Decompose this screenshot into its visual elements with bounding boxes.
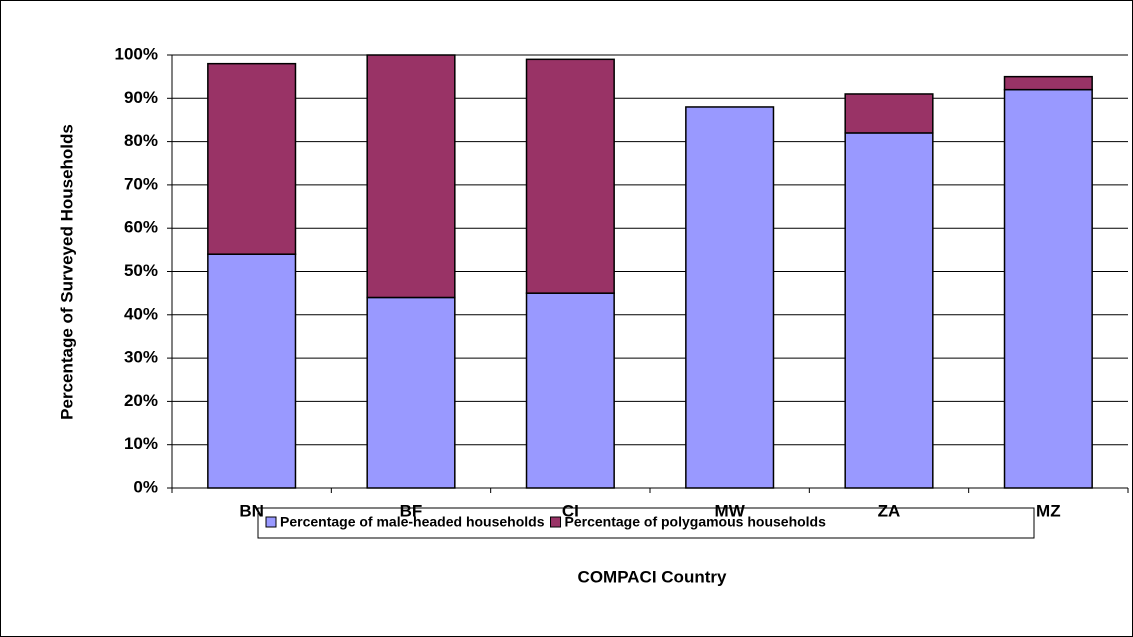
- legend-label: Percentage of polygamous households: [565, 514, 827, 530]
- legend-swatch: [550, 516, 562, 528]
- y-tick-label: 50%: [124, 261, 158, 280]
- legend-box: [257, 507, 1035, 539]
- legend: Percentage of male-headed households Perc…: [257, 507, 1035, 539]
- bar-segment: [685, 106, 775, 489]
- bar-segment: [1003, 75, 1093, 91]
- y-axis-title: Percentage of Surveyed Households: [57, 124, 76, 420]
- y-tick-label: 30%: [124, 348, 158, 367]
- x-tick-label: CI: [562, 501, 579, 520]
- y-tick-label: 0%: [133, 477, 158, 496]
- bar-segment: [207, 62, 297, 255]
- y-tick-label: 20%: [124, 391, 158, 410]
- x-tick-label: BF: [400, 501, 423, 520]
- y-tick-label: 60%: [124, 218, 158, 237]
- bar-segment: [525, 292, 615, 489]
- x-tick-label: MZ: [1036, 501, 1061, 520]
- bar-segment: [366, 54, 456, 299]
- legend-label: Percentage of male-headed households: [280, 514, 545, 530]
- y-tick-label: 40%: [124, 304, 158, 323]
- x-axis-title: COMPACI Country: [578, 567, 727, 586]
- legend-swatch: [265, 516, 277, 528]
- y-tick-label: 70%: [124, 174, 158, 193]
- bar-segment: [1003, 88, 1093, 489]
- bar-segment: [207, 253, 297, 489]
- x-tick-label: ZA: [878, 501, 901, 520]
- y-tick-label: 10%: [124, 434, 158, 453]
- bar-segment: [366, 296, 456, 489]
- x-tick-label: MW: [715, 501, 746, 520]
- y-tick-label: 80%: [124, 131, 158, 150]
- bar-segment: [525, 58, 615, 294]
- y-tick-label: 100%: [115, 44, 158, 63]
- bar-segment: [844, 132, 934, 489]
- y-tick-label: 90%: [124, 88, 158, 107]
- x-tick-label: BN: [239, 501, 264, 520]
- bar-segment: [844, 93, 934, 134]
